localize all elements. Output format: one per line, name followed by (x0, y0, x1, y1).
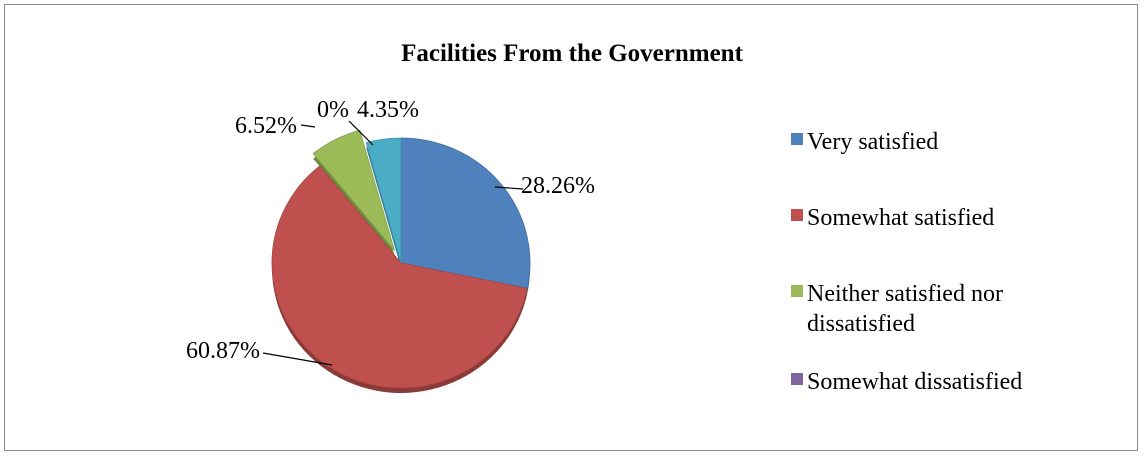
leader-line-4 (348, 120, 374, 146)
leader-line-2 (262, 352, 333, 366)
pie-group (271, 129, 531, 393)
pie-slice-very-satisfied (400, 137, 531, 289)
legend-label-4: Somewhat dissatisfied (807, 369, 1022, 395)
pie-slice-neither-satisfied-nor-dissatisfied (312, 129, 395, 251)
data-label-3: 6.52% (235, 113, 297, 139)
legend-swatch-2 (791, 209, 803, 221)
legend: Very satisfied Somewhat satisfied Neither … (791, 129, 1022, 395)
data-labels: 28.26% 60.87% 6.52% 0% 4.35% (186, 97, 595, 366)
pie-slice-unlabeled (365, 137, 402, 264)
chart-title: Facilities From the Government (401, 40, 743, 67)
leader-line-3 (300, 124, 316, 128)
data-label-4: 0% (317, 97, 349, 123)
legend-label-2: Somewhat satisfied (807, 205, 994, 231)
data-label-2: 60.87% (186, 338, 260, 364)
legend-swatch-4 (791, 373, 803, 385)
pie-slice-somewhat-satisfied (271, 165, 528, 389)
data-label-5: 4.35% (357, 97, 419, 123)
legend-label-3: Neither satisfied nor dissatisfied (807, 281, 1003, 337)
data-label-1: 28.26% (521, 173, 595, 199)
legend-swatch-1 (791, 133, 803, 145)
pie-chart: Facilities From the Government 28.26% 60.… (186, 40, 1022, 395)
chart-frame: Facilities From the Government 28.26% 60.… (4, 4, 1138, 451)
legend-label-1: Very satisfied (807, 129, 938, 155)
leader-line-1 (494, 186, 524, 190)
legend-swatch-3 (791, 285, 803, 297)
